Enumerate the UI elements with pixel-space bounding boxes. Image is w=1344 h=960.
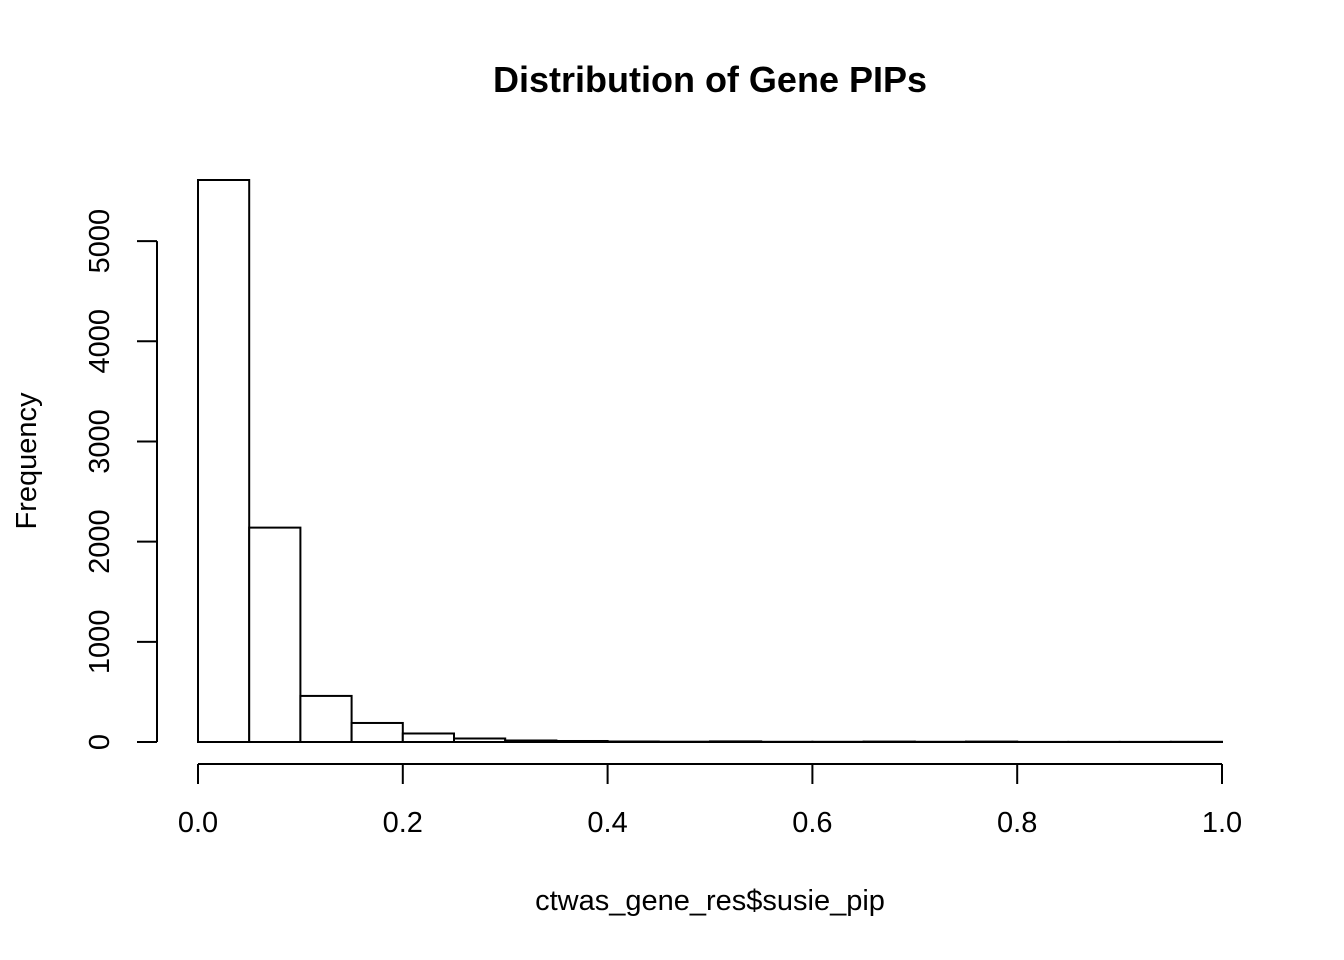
y-tick-label: 0 xyxy=(84,734,116,750)
x-axis: 0.0 0.2 0.4 0.6 0.8 1.0 xyxy=(178,763,1242,839)
histogram-bar xyxy=(606,740,660,743)
x-tick-label: 0.0 xyxy=(178,807,218,839)
x-tick-label: 1.0 xyxy=(1202,807,1242,839)
y-tick-label: 5000 xyxy=(84,209,116,274)
y-tick-label: 1000 xyxy=(84,610,116,675)
y-tick-label: 2000 xyxy=(84,509,116,574)
histogram-bar xyxy=(453,737,507,744)
x-axis-label: ctwas_gene_res$susie_pip xyxy=(535,885,885,917)
y-axis: 0 1000 2000 3000 4000 5000 xyxy=(84,209,158,750)
histogram-bar xyxy=(504,739,558,743)
histogram-bar xyxy=(197,179,251,743)
x-tick-label: 0.8 xyxy=(997,807,1037,839)
x-tick-label: 0.4 xyxy=(587,807,627,839)
y-tick-label: 4000 xyxy=(84,309,116,374)
histogram-bar xyxy=(350,721,404,743)
x-tick-label: 0.6 xyxy=(792,807,832,839)
chart-title: Distribution of Gene PIPs xyxy=(493,59,927,100)
histogram-bar xyxy=(709,740,763,743)
x-tick-label: 0.2 xyxy=(383,807,423,839)
y-axis-label: Frequency xyxy=(11,392,43,530)
histogram-bar xyxy=(299,694,353,744)
histogram-bar xyxy=(555,739,609,744)
histogram-bar xyxy=(248,526,302,743)
y-tick-label: 3000 xyxy=(84,409,116,474)
histogram-bars xyxy=(197,179,1224,744)
histogram-bar xyxy=(401,732,455,744)
